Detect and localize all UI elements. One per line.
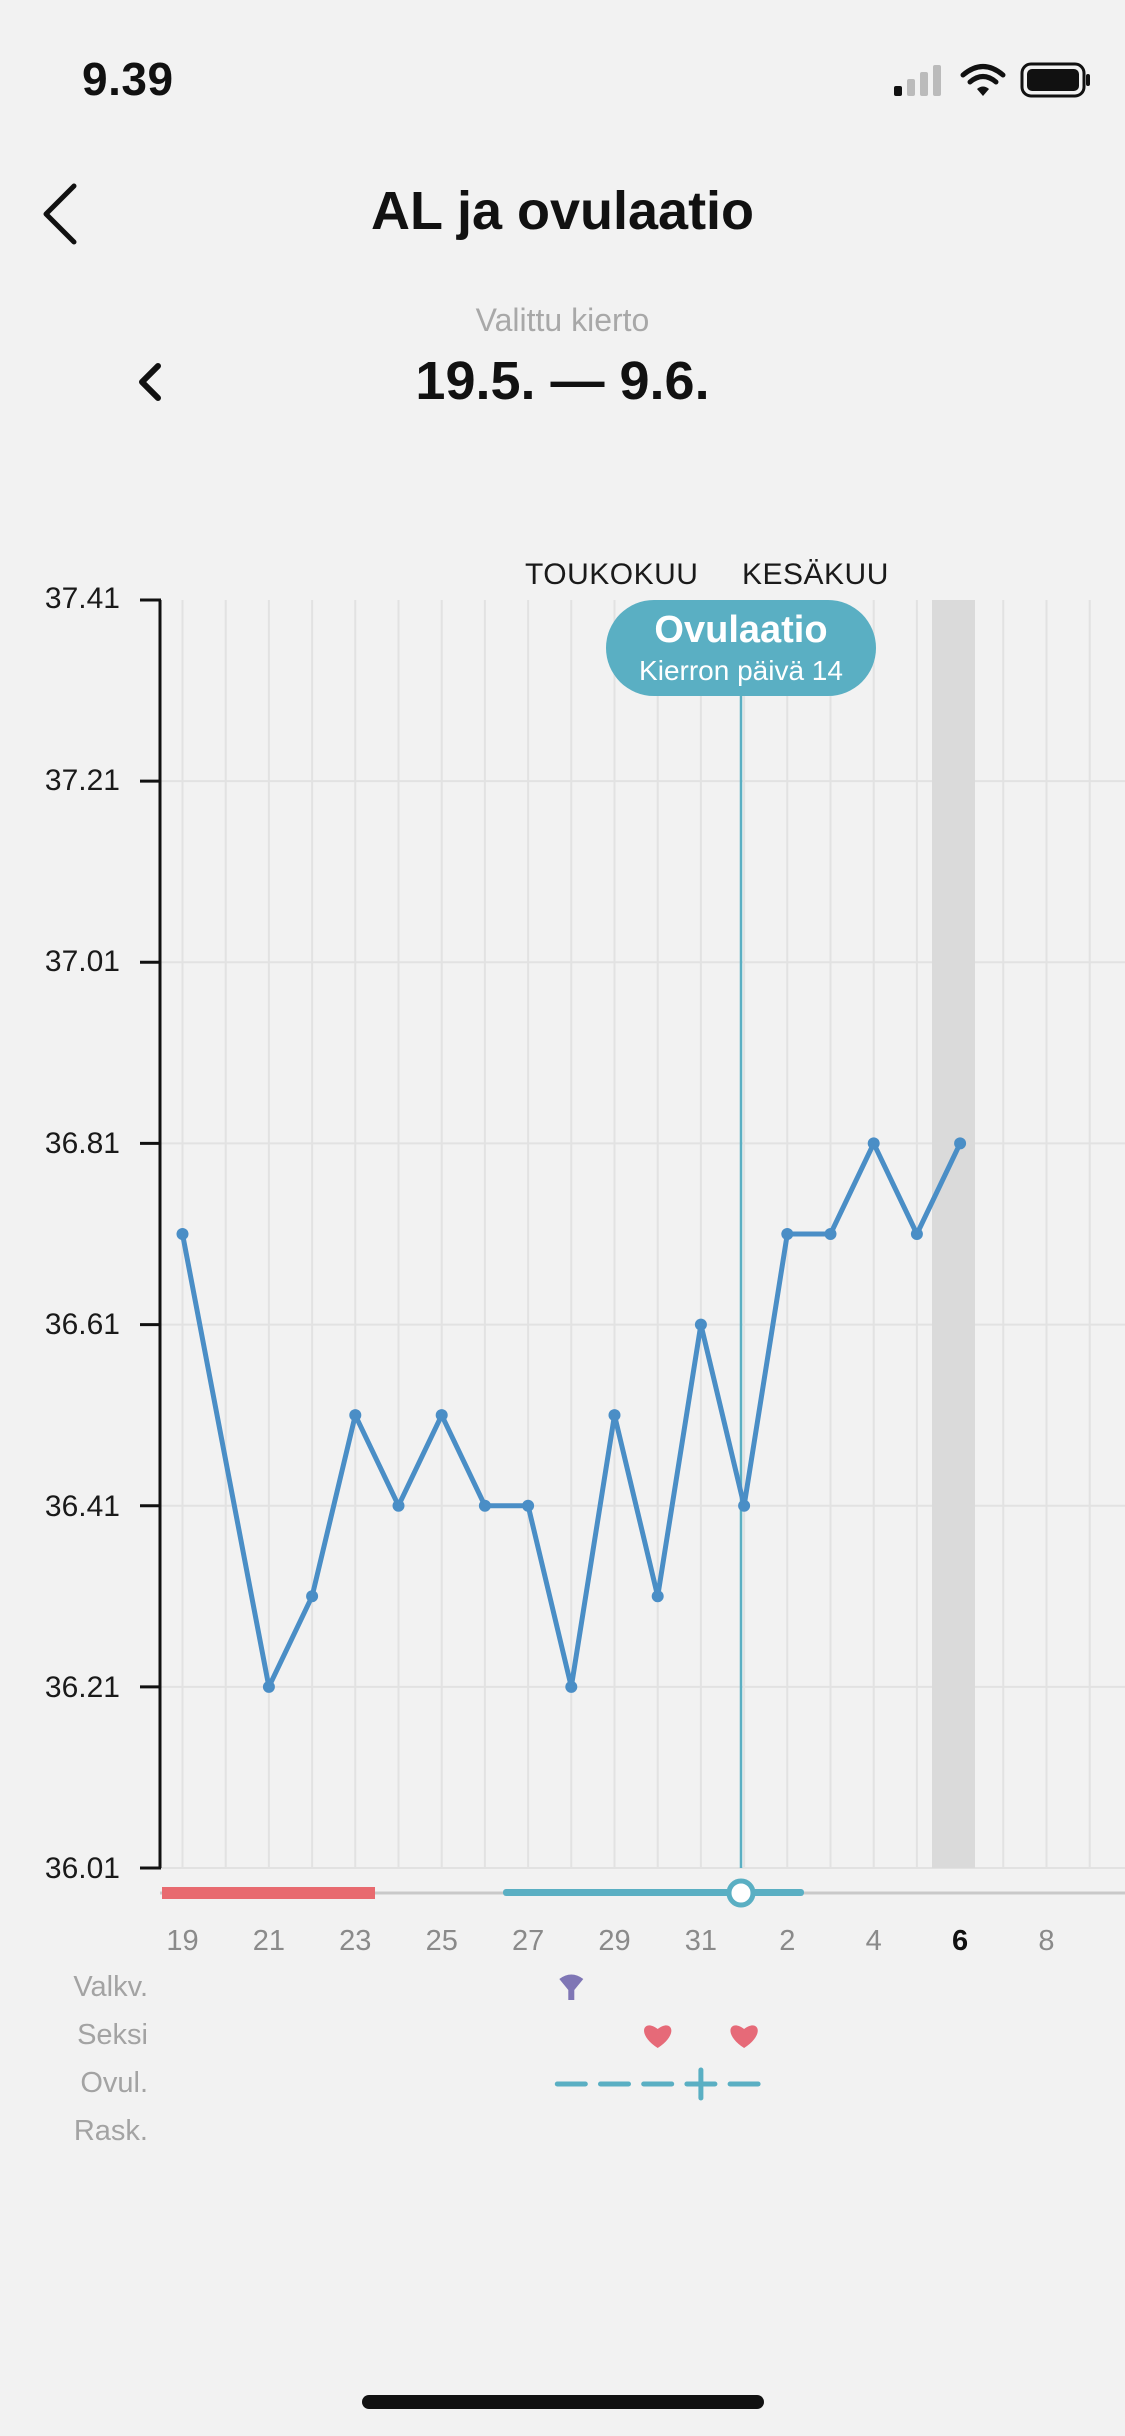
temperature-point [954,1137,967,1150]
x-tick-label: 31 [685,1925,717,1957]
fertile-window-bar [503,1889,804,1896]
x-tick-label: 27 [512,1925,544,1957]
temperature-point [910,1228,923,1240]
chart-axes [140,598,162,1870]
ovulation-marker [726,1878,756,1908]
temperature-point [522,1499,535,1512]
x-tick-label: 6 [952,1925,968,1957]
temperature-point [565,1680,578,1693]
temperature-point [478,1499,491,1512]
temperature-point [392,1499,405,1512]
x-tick-labels: 19 21 23 25 27 29 31 2 4 6 8 [166,1925,1054,1957]
y-tick-label: 37.41 [44,582,120,615]
symptom-row-marks [554,1974,761,2101]
temperature-point [867,1137,880,1150]
month-label-june: KESÄKUU [742,558,889,591]
wifi-icon [960,64,1006,96]
y-tick-label: 37.21 [44,764,120,797]
y-tick-label: 36.41 [44,1490,120,1523]
cellular-signal-icon [894,65,941,96]
sex-heart-icon [644,2025,672,2048]
cycle-bar [160,1878,1125,1908]
x-tick-label: 25 [426,1925,458,1957]
y-tick-label: 36.21 [44,1671,120,1704]
previous-cycle-chevron-icon[interactable] [128,356,176,408]
row-label-pregnancy: Rask. [73,2115,148,2147]
y-tick-label: 36.61 [44,1308,120,1341]
x-tick-label: 4 [866,1925,882,1957]
x-tick-label: 23 [339,1925,371,1957]
temperature-point [694,1318,707,1331]
battery-icon [1020,62,1090,98]
x-tick-label: 8 [1038,1925,1054,1957]
chart-grid [160,600,1125,1869]
page-title: AL ja ovulaatio [370,181,755,241]
temperature-chart[interactable]: 19 21 23 25 27 29 31 2 4 6 8 [0,0,1125,2200]
ovulation-callout-title: Ovulaatio [654,609,828,651]
month-label-may: TOUKOKUU [525,558,699,591]
row-label-discharge: Valkv. [73,1971,148,2003]
cycle-date-range: 19.5. — 9.6. [415,351,710,411]
row-label-sex: Seksi [77,2019,148,2051]
y-tick-label: 37.01 [44,945,120,978]
temperature-series-line [180,1140,963,1690]
status-time: 9.39 [82,53,174,105]
y-tick-label: 36.81 [44,1127,120,1160]
x-tick-label: 29 [598,1925,630,1957]
temperature-point [738,1499,751,1512]
row-label-ovulation-test: Ovul. [80,2067,148,2099]
ovulation-callout-subtitle: Kierron päivä 14 [639,655,843,686]
today-highlight-band [932,600,975,1868]
back-chevron-icon[interactable] [36,178,96,248]
temperature-point [824,1228,837,1240]
x-tick-label: 2 [779,1925,795,1957]
temperature-point [176,1228,189,1240]
temperature-points [176,1137,967,1693]
x-tick-label: 21 [253,1925,285,1957]
temperature-point [306,1590,319,1603]
temperature-point [349,1409,362,1422]
temperature-point [435,1409,448,1422]
period-bar [162,1887,375,1899]
y-tick-label: 36.01 [44,1852,120,1885]
temperature-point [608,1409,621,1422]
selected-cycle-label: Valittu kierto [475,302,650,338]
temperature-point [651,1590,664,1603]
temperature-point [781,1228,794,1240]
temperature-point [262,1680,275,1693]
home-indicator[interactable] [362,2395,764,2409]
sex-heart-icon [730,2025,758,2048]
ovulation-callout[interactable]: Ovulaatio Kierron päivä 14 [606,600,876,696]
discharge-drop-icon [559,1974,584,2000]
x-tick-label: 19 [166,1925,198,1957]
